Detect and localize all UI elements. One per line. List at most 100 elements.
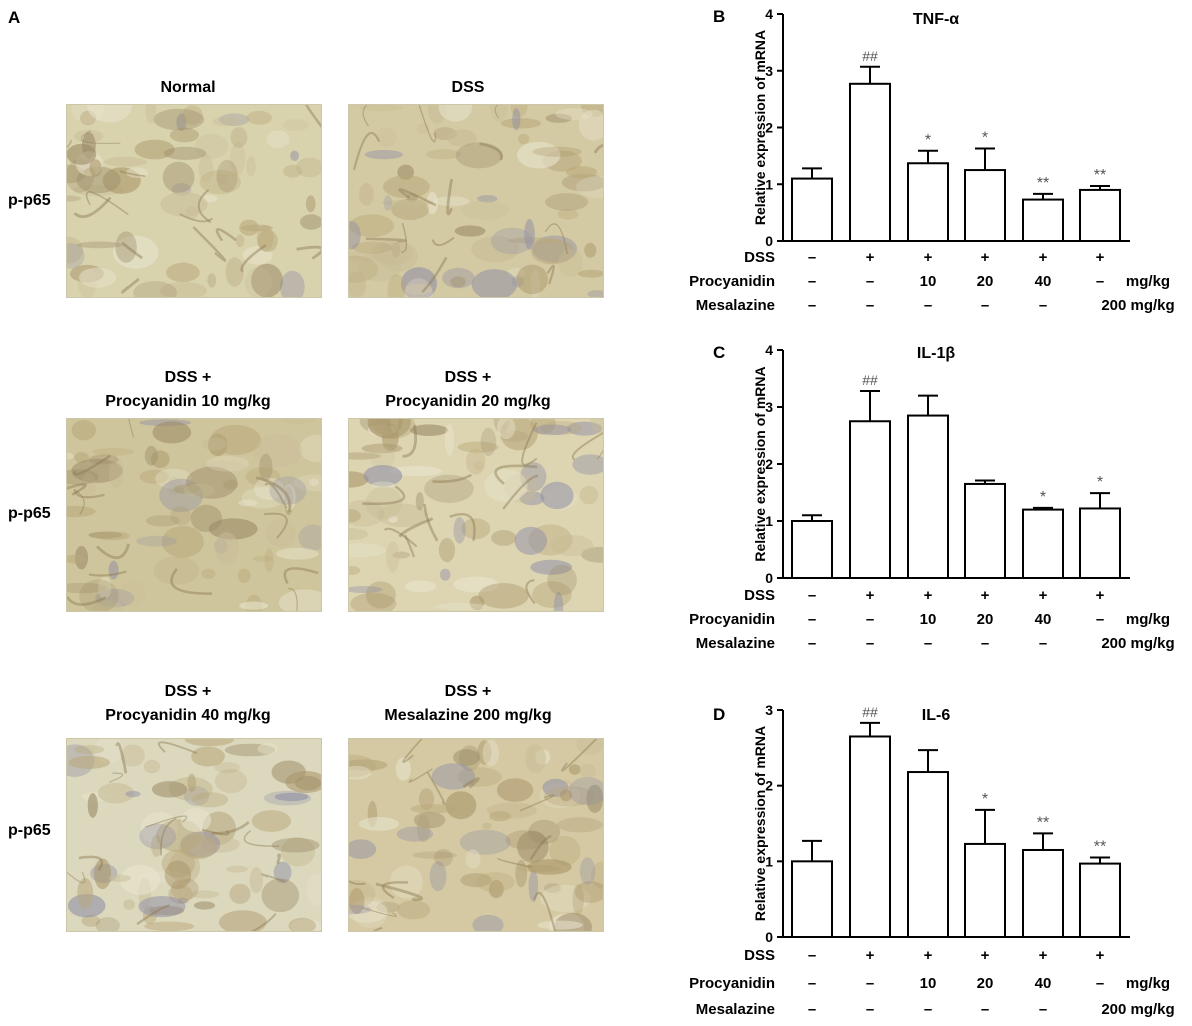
y-axis-label: Relative expression of mRNA (752, 726, 768, 921)
row-label-p-p65-2: p-p65 (8, 505, 51, 522)
treatment-cell: 10 (920, 273, 937, 290)
y-tick-label: 4 (765, 6, 773, 22)
micrograph-texture (67, 739, 321, 931)
treatment-cell: – (1096, 273, 1104, 290)
treatment-cell: – (981, 1001, 989, 1018)
image-title-procyanidin-20: DSS + Procyanidin 20 mg/kg (338, 366, 598, 414)
panel-letter-c: C (713, 343, 725, 362)
bar (791, 177, 833, 242)
image-title-line: DSS + (164, 369, 212, 386)
row-label-p-p65-3: p-p65 (8, 822, 51, 839)
bar (1022, 848, 1064, 939)
micrograph-mesalazine-200 (348, 738, 604, 932)
bar (964, 482, 1006, 580)
image-title-line: Normal (160, 79, 216, 96)
micrograph-texture (349, 739, 603, 931)
bar (1079, 188, 1121, 243)
treatment-cell: – (1096, 975, 1104, 992)
panel-letter-b: B (713, 7, 725, 26)
treatment-cell: 20 (977, 975, 994, 992)
treatment-cell: 200 mg/kg (1101, 1001, 1174, 1018)
chart-title: TNF-α (913, 11, 959, 28)
treatment-cell: + (1096, 947, 1105, 964)
treatment-cell: – (1096, 611, 1104, 628)
treatment-cell: + (1096, 587, 1105, 604)
bar (964, 169, 1006, 242)
treatment-cell: + (981, 249, 990, 266)
treatment-cell: + (924, 587, 933, 604)
significance-marker: ** (1037, 814, 1049, 831)
micrograph-procyanidin-40 (66, 738, 322, 932)
panel-letter-d: D (713, 705, 725, 724)
treatment-cell: + (1039, 249, 1048, 266)
treatment-cell: – (924, 297, 932, 314)
significance-marker: ** (1094, 167, 1106, 184)
bar (791, 520, 833, 579)
bar (849, 735, 891, 938)
significance-marker: ## (862, 48, 878, 64)
treatment-unit: mg/kg (1126, 975, 1170, 992)
treatment-row-label: DSS (744, 249, 775, 266)
y-axis-label: Relative expression of mRNA (752, 30, 768, 225)
treatment-cell: 10 (920, 611, 937, 628)
y-tick-label: 3 (765, 399, 773, 415)
image-title-procyanidin-40: DSS + Procyanidin 40 mg/kg (58, 680, 318, 728)
treatment-cell: + (924, 249, 933, 266)
micrograph-procyanidin-20 (348, 418, 604, 612)
treatment-cell: + (924, 947, 933, 964)
image-title-line: Procyanidin 10 mg/kg (105, 393, 271, 410)
treatment-cell: 10 (920, 975, 937, 992)
treatment-cell: + (866, 249, 875, 266)
treatment-cell: 40 (1035, 273, 1052, 290)
treatment-cell: – (808, 587, 816, 604)
y-tick-label: 2 (765, 120, 773, 136)
treatment-cell: – (924, 635, 932, 652)
image-title-procyanidin-10: DSS + Procyanidin 10 mg/kg (58, 366, 318, 414)
treatment-cell: 40 (1035, 975, 1052, 992)
image-title-line: Mesalazine 200 mg/kg (384, 707, 552, 724)
bar (791, 860, 833, 938)
treatment-cell: 200 mg/kg (1101, 635, 1174, 652)
treatment-cell: – (808, 1001, 816, 1018)
y-tick-label: 0 (765, 570, 773, 586)
treatment-cell: – (981, 297, 989, 314)
micrograph-texture (67, 105, 321, 297)
treatment-unit: mg/kg (1126, 611, 1170, 628)
panel-a-letter: A (8, 8, 21, 27)
image-title-line: Procyanidin 20 mg/kg (385, 393, 551, 410)
treatment-cell: + (1039, 947, 1048, 964)
micrograph-normal (66, 104, 322, 298)
bar (1022, 508, 1064, 580)
treatment-cell: – (866, 273, 874, 290)
treatment-cell: 40 (1035, 611, 1052, 628)
micrograph-texture (349, 419, 603, 611)
micrograph-procyanidin-10 (66, 418, 322, 612)
treatment-cell: 20 (977, 611, 994, 628)
treatment-row-label: Procyanidin (689, 273, 775, 290)
treatment-unit: mg/kg (1126, 273, 1170, 290)
treatment-cell: 20 (977, 273, 994, 290)
treatment-cell: – (808, 975, 816, 992)
treatment-row-label: DSS (744, 587, 775, 604)
treatment-cell: + (981, 587, 990, 604)
y-axis-label: Relative expression of mRNA (752, 366, 768, 561)
y-tick-label: 0 (765, 929, 773, 945)
significance-marker: ** (1037, 175, 1049, 192)
image-title-line: DSS + (444, 683, 492, 700)
bar (907, 414, 949, 579)
bar (1079, 862, 1121, 938)
treatment-cell: – (866, 611, 874, 628)
y-tick-label: 1 (765, 176, 773, 192)
treatment-cell: – (924, 1001, 932, 1018)
y-tick-label: 3 (765, 63, 773, 79)
significance-marker: ** (1094, 839, 1106, 856)
treatment-row-label: DSS (744, 947, 775, 964)
bar (964, 842, 1006, 938)
treatment-cell: – (1039, 1001, 1047, 1018)
bar (907, 771, 949, 939)
treatment-cell: + (866, 587, 875, 604)
significance-marker: ## (862, 704, 878, 720)
image-title-line: DSS (451, 79, 485, 96)
treatment-cell: – (808, 611, 816, 628)
